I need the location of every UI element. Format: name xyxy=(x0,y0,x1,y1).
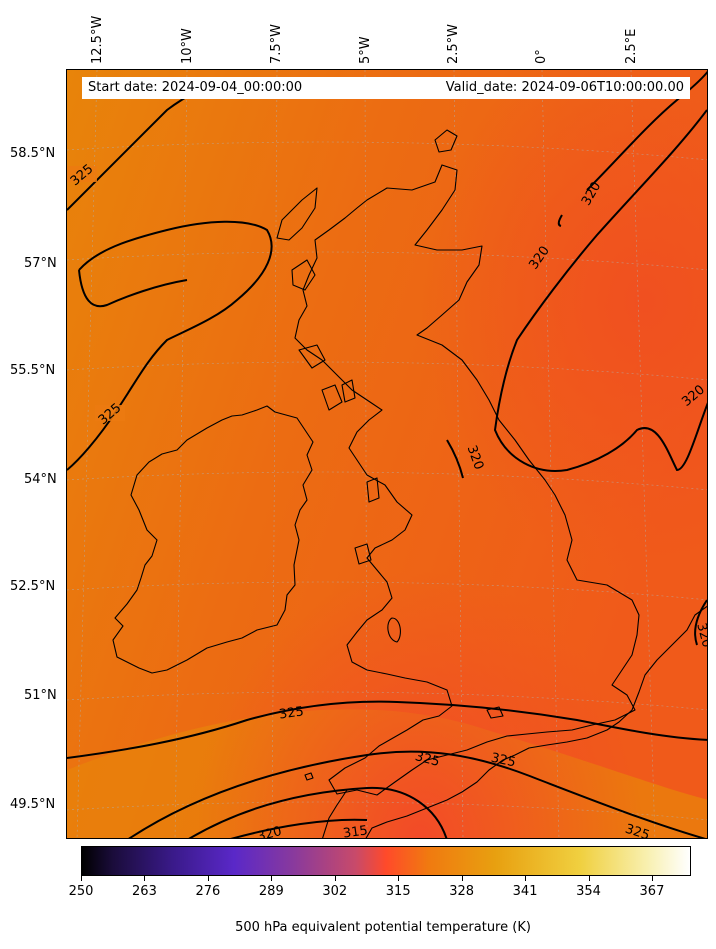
colorbar-tick-label-250: 250 xyxy=(68,884,94,899)
contour-label-7: 325 xyxy=(278,704,305,722)
start-date-label: Start date: 2024-09-04_00:00:00 xyxy=(88,80,303,95)
lat-label-54n: 54°N xyxy=(24,472,57,487)
contours xyxy=(67,70,707,838)
lat-label-55.5n: 55.5°N xyxy=(10,363,56,378)
colorbar-tick-263 xyxy=(144,876,146,881)
colorbar-tick-289 xyxy=(271,876,273,881)
colorbar-tick-328 xyxy=(461,876,463,881)
contour-315-south xyxy=(230,818,368,838)
island-mull xyxy=(298,344,326,369)
colorbar-tick-label-315: 315 xyxy=(385,884,411,899)
contour-325-south-upper xyxy=(67,700,707,759)
colorbar-tick-label-289: 289 xyxy=(258,884,284,899)
field-south-warm xyxy=(67,70,707,838)
colorbar-tick-label-354: 354 xyxy=(576,884,601,899)
lon-label-12.5w: 12.5°W xyxy=(90,15,105,64)
island-lewis xyxy=(276,187,318,241)
colorbar-tick-250 xyxy=(81,876,82,881)
contour-320-east xyxy=(586,70,707,191)
contour-325-south-lower xyxy=(128,750,706,838)
lon-label-5w: 5°W xyxy=(358,36,373,64)
lat-label-52.5n: 52.5°N xyxy=(10,579,56,594)
colorbar-tick-label-263: 263 xyxy=(132,884,157,899)
contour-320-east-lower xyxy=(493,109,707,472)
contour-325-right xyxy=(694,599,707,646)
island-skye xyxy=(291,259,316,291)
colorbar-tick-label-328: 328 xyxy=(449,884,475,899)
contour-320-small xyxy=(557,214,563,227)
lat-label-58.5n: 58.5°N xyxy=(10,146,56,161)
lon-label-2.5w: 2.5°W xyxy=(446,23,461,64)
colorbar-title: 500 hPa equivalent potential temperature… xyxy=(235,920,531,935)
contour-label-8: 325 xyxy=(413,749,441,770)
lon-label-7.5w: 7.5°W xyxy=(269,23,284,64)
colorbar-tick-label-302: 302 xyxy=(322,884,348,899)
colorbar-tick-label-341: 341 xyxy=(512,884,538,899)
great-britain-coast xyxy=(294,164,640,796)
lon-label-0: 0° xyxy=(534,49,549,64)
island-arran xyxy=(341,379,356,403)
scilly xyxy=(304,772,314,781)
map-canvas: 325 325 320 320 320 320 325 325 325 320 … xyxy=(67,70,707,839)
contour-325-north-loop xyxy=(78,269,188,308)
isle-of-man xyxy=(366,477,380,503)
colorbar-tick-315 xyxy=(398,876,400,881)
colorbar-tick-367 xyxy=(651,876,653,881)
map-panel: 325 325 320 320 320 320 325 325 325 320 … xyxy=(66,69,708,839)
ireland-coast xyxy=(112,405,314,674)
lat-label-49.5n: 49.5°N xyxy=(10,797,56,812)
date-info-box: Start date: 2024-09-04_00:00:00 Valid_da… xyxy=(82,77,690,99)
lon-label-10w: 10°W xyxy=(180,28,195,64)
colorbar-tick-label-276: 276 xyxy=(195,884,221,899)
orkney xyxy=(434,129,458,153)
contour-320-south xyxy=(188,786,448,838)
island-islay xyxy=(321,384,343,411)
lon-label-2.5e: 2.5°E xyxy=(624,28,639,64)
colorbar-tick-354 xyxy=(588,876,590,881)
colorbar-tick-label-367: 367 xyxy=(639,884,665,899)
lat-label-51n: 51°N xyxy=(24,688,57,703)
contour-320-mid xyxy=(446,439,464,479)
brittany-coast xyxy=(322,789,348,838)
reservoir-loop xyxy=(387,617,401,643)
lat-label-57n: 57°N xyxy=(24,256,57,271)
anglesey xyxy=(354,543,372,565)
colorbar-tick-302 xyxy=(334,876,336,881)
colorbar-tick-341 xyxy=(525,876,527,881)
valid-date-label: Valid_date: 2024-09-06T10:00:00.00 xyxy=(445,80,684,95)
contour-label-9: 325 xyxy=(490,751,517,771)
colorbar xyxy=(81,846,691,876)
colorbar-tick-276 xyxy=(207,876,209,881)
contour-label-11: 315 xyxy=(342,823,369,839)
